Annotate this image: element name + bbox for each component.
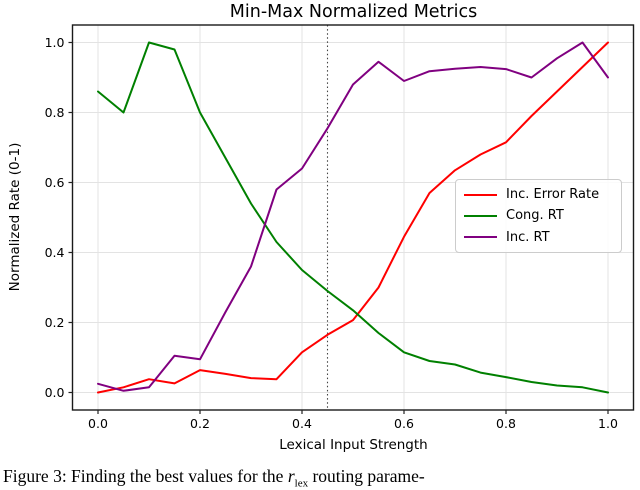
plot-svg: 0.0 0.2 0.4 0.6 0.8 1.0 0.0 0.2 0.4 0.6 0.8 1.0 xyxy=(45,24,635,431)
svg-text:0.0: 0.0 xyxy=(45,385,65,400)
legend-item-cong-rt: Cong. RT xyxy=(464,208,613,223)
svg-text:0.4: 0.4 xyxy=(45,245,65,260)
legend-line-sample-purple xyxy=(464,236,497,239)
caption-variable: r xyxy=(287,466,295,486)
legend-item-inc-rt: Inc. RT xyxy=(464,230,613,245)
svg-text:0.6: 0.6 xyxy=(394,416,414,431)
legend-item-inc-error-rate: Inc. Error Rate xyxy=(464,187,613,202)
svg-text:0.2: 0.2 xyxy=(190,416,210,431)
svg-text:0.6: 0.6 xyxy=(45,175,65,190)
svg-text:1.0: 1.0 xyxy=(45,35,65,50)
x-axis-label: Lexical Input Strength xyxy=(279,437,428,453)
legend-label: Cong. RT xyxy=(506,208,564,224)
legend: Inc. Error Rate Cong. RT Inc. RT xyxy=(455,179,622,253)
caption-text: routing parame- xyxy=(308,466,425,486)
legend-line-sample-red xyxy=(464,193,497,196)
caption-text: Figure 3: Finding the best values for th… xyxy=(3,466,288,486)
svg-text:0.0: 0.0 xyxy=(88,416,108,431)
svg-text:0.8: 0.8 xyxy=(496,416,516,431)
svg-text:0.2: 0.2 xyxy=(45,315,65,330)
svg-text:0.4: 0.4 xyxy=(292,416,312,431)
legend-label: Inc. RT xyxy=(506,229,550,245)
svg-text:0.8: 0.8 xyxy=(45,105,65,120)
y-axis-label: Normalized Rate (0-1) xyxy=(7,142,23,292)
legend-line-sample-green xyxy=(464,214,497,217)
figure-caption: Figure 3: Finding the best values for th… xyxy=(3,466,640,490)
caption-subscript: lex xyxy=(294,477,309,490)
chart-title: Min-Max Normalized Metrics xyxy=(229,2,478,22)
svg-text:1.0: 1.0 xyxy=(598,416,618,431)
legend-label: Inc. Error Rate xyxy=(506,187,600,203)
